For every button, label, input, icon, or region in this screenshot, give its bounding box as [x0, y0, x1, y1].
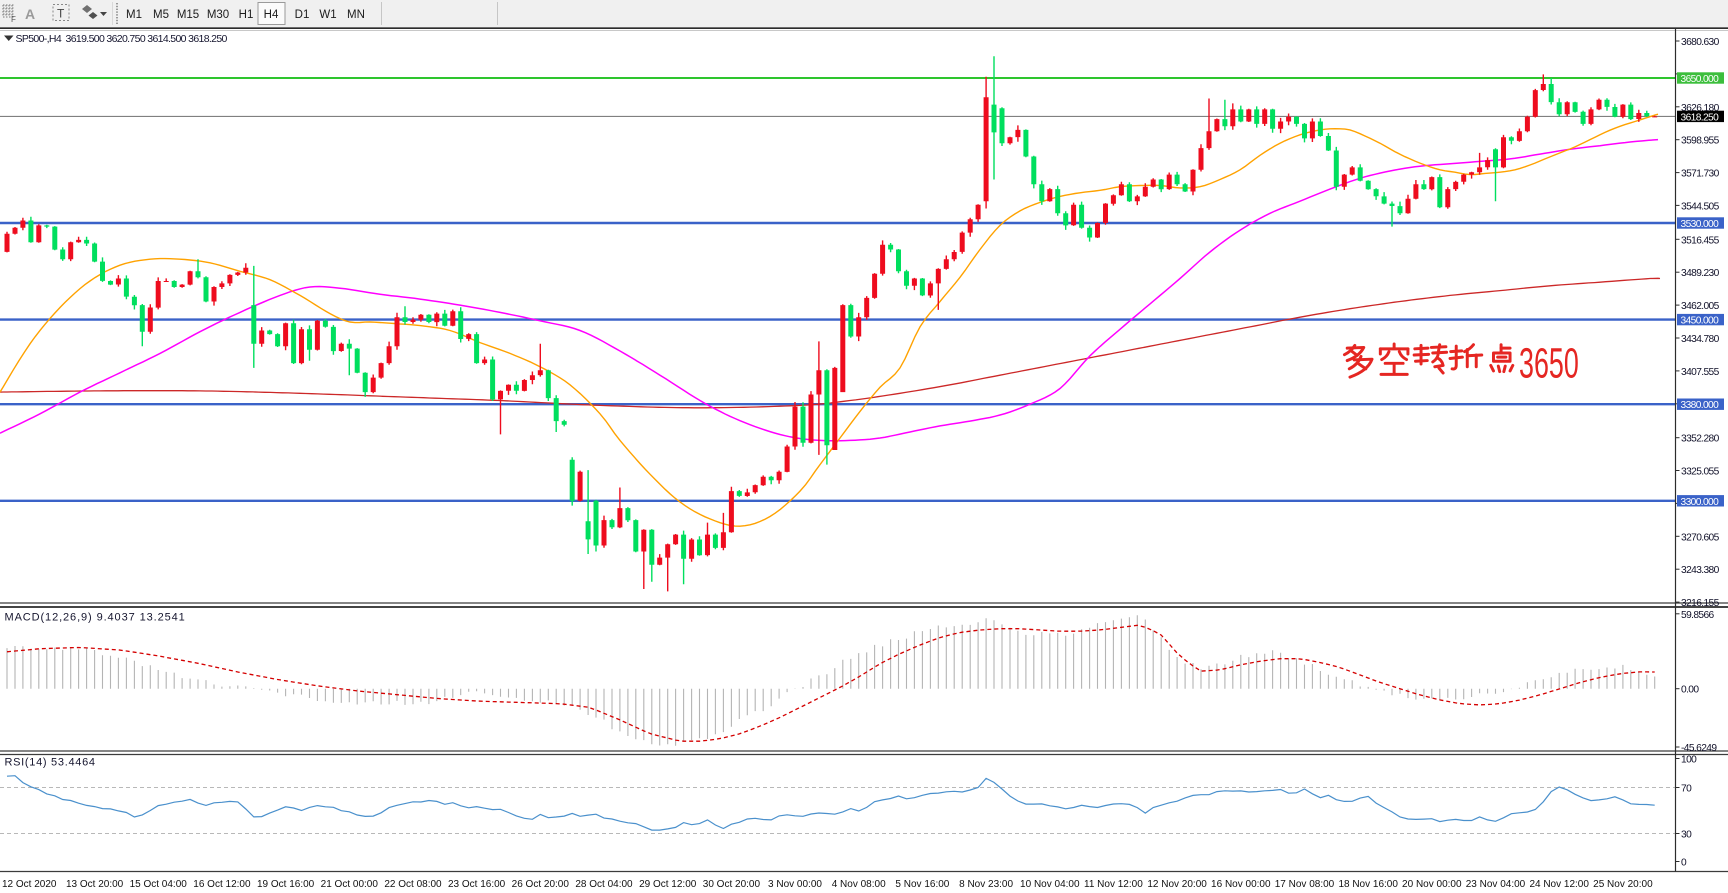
svg-text:M1: M1 [126, 9, 142, 21]
svg-text:M30: M30 [207, 9, 229, 21]
svg-text:3407.555: 3407.555 [1681, 367, 1720, 378]
svg-text:D1: D1 [295, 9, 310, 21]
svg-text:MN: MN [347, 9, 365, 21]
svg-text:3 Nov 00:00: 3 Nov 00:00 [768, 879, 822, 890]
svg-text:26 Oct 20:00: 26 Oct 20:00 [512, 879, 570, 890]
svg-text:3300.000: 3300.000 [1681, 497, 1720, 508]
svg-text:3216.155: 3216.155 [1681, 598, 1720, 609]
svg-text:3680.630: 3680.630 [1681, 37, 1720, 48]
svg-text:3489.230: 3489.230 [1681, 268, 1720, 279]
svg-text:4 Nov 08:00: 4 Nov 08:00 [832, 879, 886, 890]
svg-text:22 Oct 08:00: 22 Oct 08:00 [384, 879, 442, 890]
svg-text:3650: 3650 [1519, 339, 1579, 387]
svg-text:T: T [57, 7, 65, 21]
svg-text:3270.605: 3270.605 [1681, 532, 1720, 543]
svg-text:3352.280: 3352.280 [1681, 434, 1720, 445]
svg-text:3462.005: 3462.005 [1681, 301, 1720, 312]
svg-text:3618.250: 3618.250 [1681, 112, 1720, 123]
svg-text:30: 30 [1681, 830, 1692, 841]
svg-text:18 Nov 16:00: 18 Nov 16:00 [1338, 879, 1398, 890]
svg-text:100: 100 [1681, 755, 1697, 766]
svg-text:0: 0 [1681, 858, 1687, 869]
svg-text:H1: H1 [239, 9, 254, 21]
svg-text:12 Nov 20:00: 12 Nov 20:00 [1147, 879, 1207, 890]
svg-text:3450.000: 3450.000 [1681, 316, 1720, 327]
svg-text:11 Nov 12:00: 11 Nov 12:00 [1084, 879, 1143, 890]
svg-text:16 Oct 12:00: 16 Oct 12:00 [193, 879, 251, 890]
svg-text:13 Oct 20:00: 13 Oct 20:00 [66, 879, 124, 890]
svg-text:3530.000: 3530.000 [1681, 219, 1720, 230]
svg-text:30 Oct 20:00: 30 Oct 20:00 [703, 879, 761, 890]
svg-text:RSI(14) 53.4464: RSI(14) 53.4464 [5, 757, 96, 769]
svg-text:25 Nov 20:00: 25 Nov 20:00 [1593, 879, 1653, 890]
svg-text:28 Oct 04:00: 28 Oct 04:00 [575, 879, 633, 890]
svg-text:15 Oct 04:00: 15 Oct 04:00 [130, 879, 188, 890]
svg-text:20 Nov 00:00: 20 Nov 00:00 [1402, 879, 1462, 890]
svg-text:MACD(12,26,9) 9.4037 13.2541: MACD(12,26,9) 9.4037 13.2541 [5, 611, 186, 623]
svg-text:M5: M5 [153, 9, 169, 21]
svg-text:59.8566: 59.8566 [1681, 610, 1715, 621]
svg-text:17 Nov 08:00: 17 Nov 08:00 [1275, 879, 1335, 890]
svg-text:29 Oct 12:00: 29 Oct 12:00 [639, 879, 697, 890]
svg-text:21 Oct 00:00: 21 Oct 00:00 [321, 879, 379, 890]
svg-text:-45.6249: -45.6249 [1681, 743, 1717, 754]
svg-text:16 Nov 00:00: 16 Nov 00:00 [1211, 879, 1271, 890]
svg-text:3571.730: 3571.730 [1681, 169, 1720, 180]
svg-text:3243.380: 3243.380 [1681, 565, 1720, 576]
svg-text:5 Nov 16:00: 5 Nov 16:00 [895, 879, 949, 890]
svg-text:0.00: 0.00 [1681, 685, 1699, 696]
svg-text:M15: M15 [177, 9, 199, 21]
svg-text:W1: W1 [319, 9, 336, 21]
svg-text:10 Nov 04:00: 10 Nov 04:00 [1020, 879, 1080, 890]
svg-text:23 Oct 16:00: 23 Oct 16:00 [448, 879, 506, 890]
svg-text:70: 70 [1681, 784, 1692, 795]
svg-text:3325.055: 3325.055 [1681, 467, 1720, 478]
svg-text:8 Nov 23:00: 8 Nov 23:00 [959, 879, 1013, 890]
svg-text:23 Nov 04:00: 23 Nov 04:00 [1466, 879, 1526, 890]
svg-text:3650.000: 3650.000 [1681, 74, 1720, 85]
svg-text:A: A [25, 6, 35, 22]
svg-text:19 Oct 16:00: 19 Oct 16:00 [257, 879, 315, 890]
svg-text:F: F [11, 15, 16, 24]
svg-text:12 Oct 2020: 12 Oct 2020 [2, 879, 57, 890]
svg-text:H4: H4 [264, 9, 279, 21]
svg-text:3598.955: 3598.955 [1681, 136, 1720, 147]
svg-text:3434.780: 3434.780 [1681, 334, 1720, 345]
svg-text:3544.505: 3544.505 [1681, 201, 1720, 212]
svg-text:3626.180: 3626.180 [1681, 103, 1720, 114]
svg-text:3516.455: 3516.455 [1681, 235, 1720, 246]
svg-text:24 Nov 12:00: 24 Nov 12:00 [1529, 879, 1589, 890]
svg-text:3380.000: 3380.000 [1681, 400, 1720, 411]
svg-text:SP500-,H4 3619.500 3620.750 3: SP500-,H4 3619.500 3620.750 3614.500 361… [16, 33, 228, 45]
